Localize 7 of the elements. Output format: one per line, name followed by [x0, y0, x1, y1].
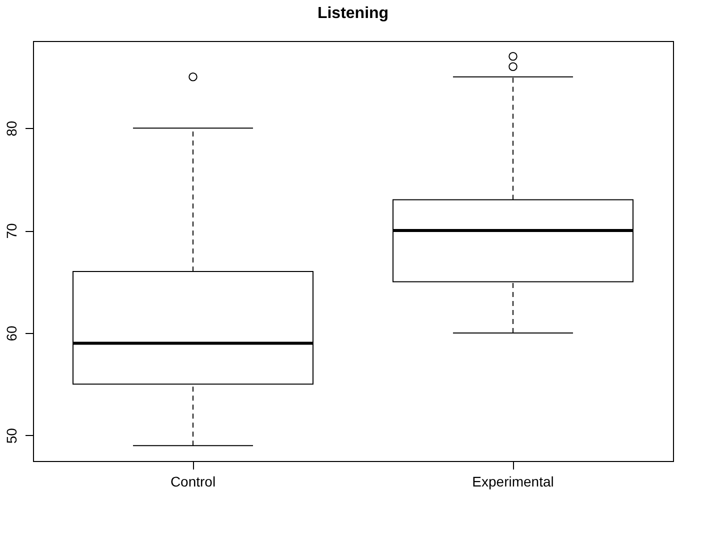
y-tick-label: 50	[4, 428, 20, 444]
y-tick-label: 70	[4, 223, 20, 239]
chart-title: Listening	[317, 5, 389, 22]
y-tick-label: 80	[4, 120, 20, 136]
x-tick-label: Control	[170, 474, 216, 490]
y-tick-label: 60	[4, 325, 20, 342]
x-tick-label: Experimental	[472, 474, 554, 490]
